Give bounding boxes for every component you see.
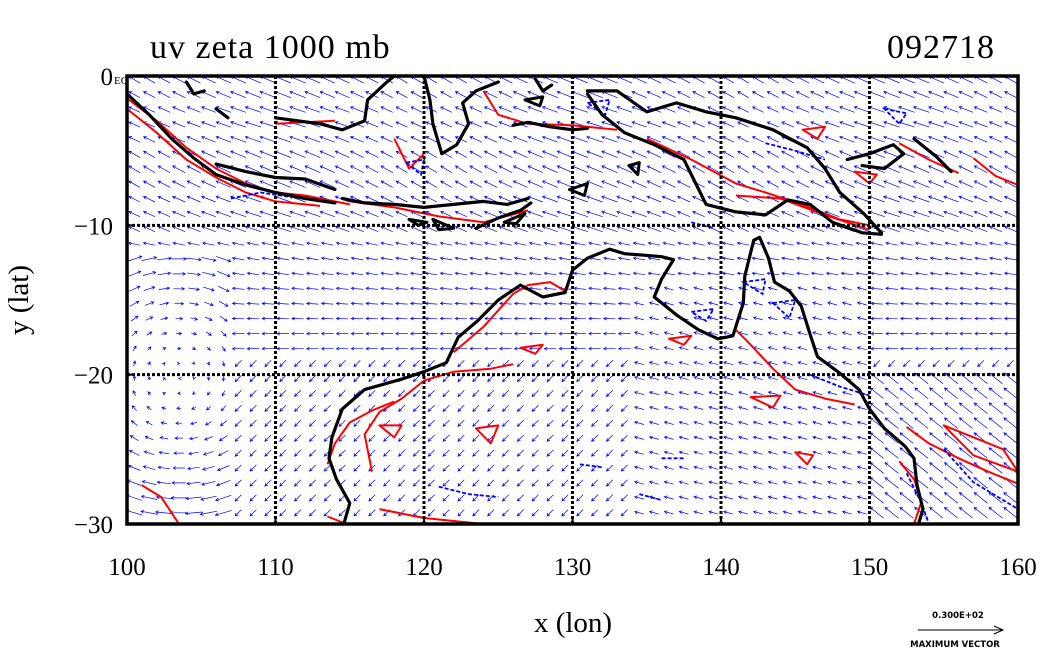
x-tick-label: 130 [554,554,592,581]
positive-vorticity-contour [393,138,425,170]
y-axis-label: y (lat) [3,265,35,335]
y-tick-label: −20 [74,363,113,390]
coastline-segment [184,80,206,96]
negative-vorticity-contour [691,221,714,230]
island-outline [568,182,589,197]
positive-vorticity-contour [906,426,1018,485]
axis-ticks: 100 110 120 130 140 150 160 0 −10 −20 −30 EQ [74,64,1037,581]
coastlines [127,76,953,524]
positive-vorticity-cell [378,424,403,439]
positive-vorticity-contour [363,363,514,472]
island-outline [523,95,545,108]
negative-vorticity-contour [943,448,1018,510]
y-tick-label: −10 [74,213,113,240]
coastline-segment [273,76,396,132]
max-vector-value: 0.300E+02 [932,611,984,621]
positive-vorticity-cell [668,334,693,346]
negative-vorticity-cell [688,307,716,323]
coastline-segment [422,76,500,156]
coastline-segment [511,120,590,132]
coastline-segment [533,77,554,93]
x-axis-label: x (lon) [534,607,612,639]
positive-vorticity-contour [453,281,566,354]
x-tick-label: 140 [702,554,740,581]
positive-vorticity-cell [853,170,878,185]
positive-vorticity-contour [972,157,1018,186]
chart-timestamp: 092718 [887,29,995,66]
positive-vorticity-contour [735,329,855,406]
wind-vectors [127,76,1018,519]
coastline-segment [127,92,337,205]
x-tick-label: 120 [405,554,443,581]
x-tick-label: 160 [999,554,1037,581]
negative-vorticity-contour [579,463,603,469]
positive-vorticity-cell [801,125,826,140]
negative-vorticity-cell [740,278,767,296]
coastline-segment [912,137,953,174]
coastline-segment [214,107,230,120]
max-vector-arrowhead [993,625,1005,635]
negative-vorticity-contour [230,191,291,200]
positive-vorticity-cell [519,343,544,355]
negative-vorticity-contour [438,485,499,498]
coastline-segment [474,201,533,230]
x-tick-label: 100 [108,554,146,581]
positive-vorticity-cell [794,451,815,466]
positive-vorticity-contour [735,194,870,231]
positive-vorticity-contour [379,508,484,524]
wind-vector-field [127,76,1018,519]
positive-vorticity-cell [749,394,782,409]
x-tick-label: 150 [851,554,889,581]
island-outline [627,161,641,177]
equator-label: EQ [114,75,129,87]
negative-vorticity-cell [770,298,797,320]
negative-vorticity-cell [881,107,909,126]
x-tick-label: 110 [257,554,294,581]
negative-vorticity-contour [809,373,870,397]
y-tick-label: −30 [74,512,113,539]
max-vector-label: MAXIMUM VECTOR [910,640,1000,650]
coastline-segment [845,143,906,171]
positive-vorticity-contour [141,484,180,524]
positive-vorticity-cell [942,424,1018,473]
island-outline [502,211,527,226]
y-tick-label: 0 [101,64,114,91]
negative-vorticity-contour [639,493,662,501]
coastline-segment [585,89,884,235]
positive-vorticity-contour [127,97,350,206]
coastline-segment [340,196,530,209]
grid-lines [127,76,1018,524]
positive-vorticity-contour [326,400,395,465]
chart-title: uv zeta 1000 mb [150,29,391,66]
positive-vorticity-cell [475,424,500,445]
